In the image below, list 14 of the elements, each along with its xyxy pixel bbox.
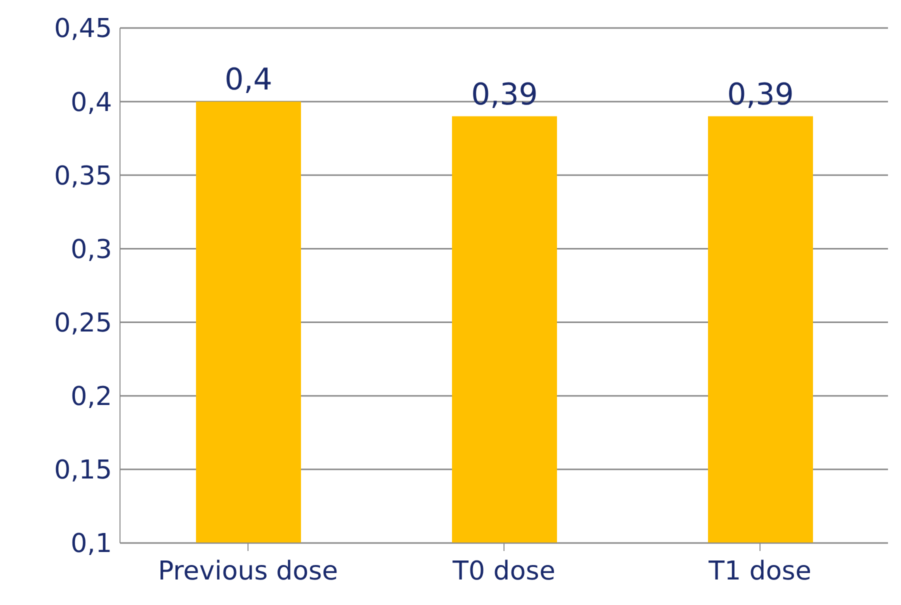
y-tick-label: 0,2: [70, 382, 112, 412]
y-tick-label: 0,4: [70, 88, 112, 118]
data-label: 0,39: [471, 77, 538, 112]
y-tick-label: 0,25: [54, 308, 112, 339]
y-tick-label: 0,35: [54, 161, 112, 192]
data-label: 0,39: [727, 77, 794, 112]
x-tick-label: T0 dose: [452, 556, 556, 586]
y-tick-label: 0,3: [70, 234, 112, 265]
x-tick-label: T1 dose: [708, 556, 812, 586]
y-tick-label: 0,15: [54, 456, 112, 486]
data-label: 0,4: [224, 62, 272, 98]
x-tick-label: Previous dose: [158, 556, 338, 586]
y-tick-label: 0,45: [54, 14, 112, 44]
y-tick-label: 0,1: [70, 529, 112, 560]
